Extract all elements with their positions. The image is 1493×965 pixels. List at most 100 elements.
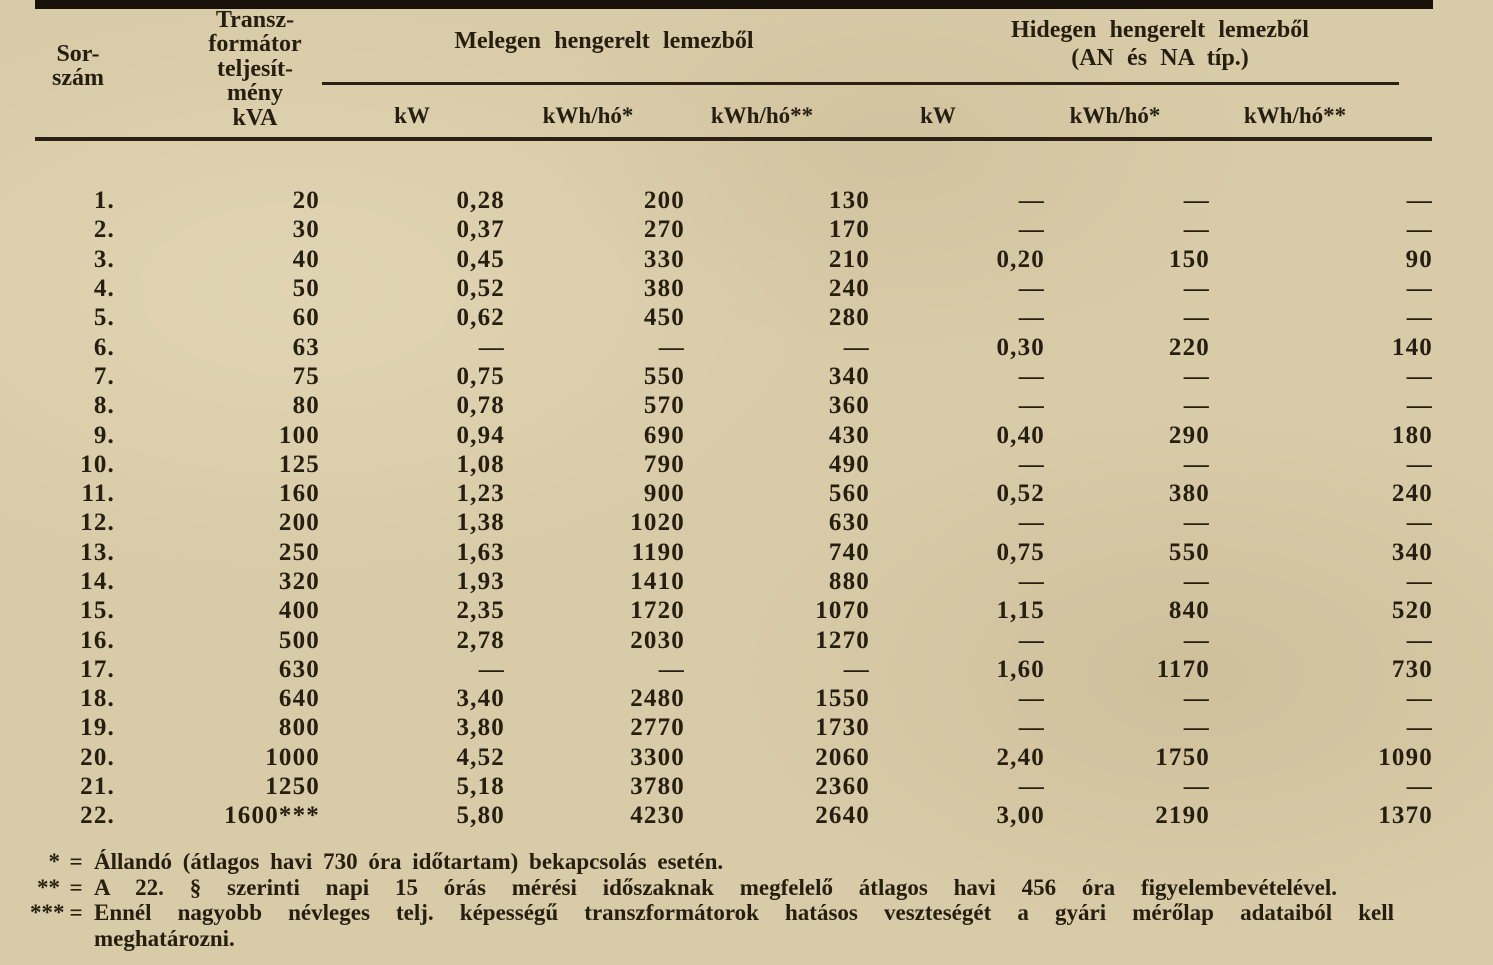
header-bottom-rule <box>35 137 1432 141</box>
table-cell: 1000 <box>265 743 320 771</box>
table-cell: 180 <box>1391 421 1433 449</box>
table-row: 14. 320 1,93 1410 880 — — — <box>35 567 1433 596</box>
table-cell: 40 <box>292 245 320 273</box>
table-cell: 16. <box>80 626 115 654</box>
table-cell: — <box>1183 714 1210 742</box>
table-cell: 0,28 <box>456 187 505 215</box>
table-row: 22. 1600*** 5,80 4230 2640 3,00 2190 1370 <box>35 801 1433 830</box>
col-header-kw-hot: kW <box>394 103 430 128</box>
table-row: 4. 50 0,52 380 240 — — — <box>35 274 1433 303</box>
table-cell: 1,23 <box>456 480 505 508</box>
table-cell: 900 <box>643 480 685 508</box>
table-cell: 560 <box>828 480 870 508</box>
table-cell: — <box>1018 685 1045 713</box>
table-cell: 400 <box>278 597 320 625</box>
table-cell: 50 <box>292 275 320 303</box>
footnote-3-text-continued: meghatározni. <box>94 925 235 951</box>
table-cell: 340 <box>1391 538 1433 566</box>
table-cell: 570 <box>643 392 685 420</box>
table-cell: — <box>1406 626 1433 654</box>
table-cell: — <box>1406 509 1433 537</box>
header-group-underline <box>322 82 1399 85</box>
column-header-serial: Sor- szám <box>52 41 104 91</box>
table-cell: 100 <box>278 421 320 449</box>
table-cell: 1,93 <box>456 568 505 595</box>
table-cell: 0,94 <box>456 421 505 449</box>
table-cell: — <box>1406 685 1433 713</box>
table-cell: 3. <box>93 245 115 273</box>
table-cell: 0,75 <box>996 538 1045 566</box>
column-header-transformer-power: Transz- formátor teljesít- mény kVA <box>208 7 302 131</box>
table-cell: — <box>1406 275 1433 303</box>
table-row: 1. 20 0,28 200 130 — — — <box>35 186 1433 215</box>
footnote-3-equals: = <box>69 900 83 926</box>
table-cell: 30 <box>292 216 320 244</box>
table-cell: 0,30 <box>996 333 1045 361</box>
table-row: 9. 100 0,94 690 430 0,40 290 180 <box>35 420 1433 449</box>
table-cell: 550 <box>643 362 685 390</box>
table-cell: 1600*** <box>224 802 320 830</box>
table-cell: 640 <box>278 685 320 713</box>
table-cell: — <box>1406 714 1433 742</box>
table-cell: 3,40 <box>456 685 505 713</box>
table-cell: 18. <box>80 685 115 713</box>
table-cell: 22. <box>80 802 115 830</box>
footnote-2: ** = A 22. § szerinti napi 15 órás mérés… <box>30 875 1460 901</box>
table-row: 8. 80 0,78 570 360 — — — <box>35 391 1433 420</box>
table-cell: 130 <box>828 187 870 215</box>
footnote-1-equals: = <box>69 849 83 874</box>
table-cell: 13. <box>80 538 115 566</box>
table-cell: 360 <box>828 392 870 420</box>
footnote-1: * = Állandó (átlagos havi 730 óra időtar… <box>30 849 1460 875</box>
table-cell: 2. <box>93 216 115 244</box>
table-cell: 1,38 <box>456 509 505 537</box>
table-cell: 210 <box>828 245 870 273</box>
table-row: 21. 1250 5,18 3780 2360 — — — <box>35 772 1433 801</box>
table-cell: 0,45 <box>456 245 505 273</box>
table-cell: 1. <box>93 187 115 215</box>
table-cell: — <box>1018 568 1045 595</box>
table-cell: 740 <box>828 538 870 566</box>
table-cell: 240 <box>1391 480 1433 508</box>
table-cell: 880 <box>828 568 870 595</box>
table-top-rule <box>35 0 1433 9</box>
table-cell: 4. <box>93 275 115 303</box>
table-cell: 0,20 <box>996 245 1045 273</box>
table-cell: — <box>1018 450 1045 478</box>
footnote-2-marker: ** <box>37 874 60 900</box>
table-cell: 125 <box>278 450 320 478</box>
table-cell: 490 <box>828 450 870 478</box>
table-cell: 1550 <box>815 685 870 713</box>
footnote-2-text: A 22. § szerinti napi 15 órás mérési idő… <box>94 874 1337 900</box>
table-cell: 2030 <box>630 626 685 654</box>
table-cell: 1020 <box>630 509 685 537</box>
footnote-3-text: Ennél nagyobb névleges telj. képességű t… <box>94 900 1394 926</box>
table-cell: 5,80 <box>456 802 505 830</box>
table-cell: 3,80 <box>456 714 505 742</box>
footnote-1-marker: * <box>48 849 61 874</box>
table-cell: 80 <box>292 392 320 420</box>
table-row: 13. 250 1,63 1190 740 0,75 550 340 <box>35 538 1433 567</box>
table-cell: — <box>1406 304 1433 332</box>
table-cell: 0,40 <box>996 421 1045 449</box>
table-cell: — <box>658 655 685 683</box>
footnote-blank-equals <box>60 926 92 952</box>
table-cell: 14. <box>80 568 115 595</box>
table-cell: 2360 <box>815 773 870 801</box>
table-cell: 630 <box>278 655 320 683</box>
table-cell: — <box>1018 626 1045 654</box>
table-cell: 3,00 <box>996 802 1045 830</box>
table-cell: 1410 <box>630 568 685 595</box>
table-cell: 9. <box>93 421 115 449</box>
table-cell: 5,18 <box>456 773 505 801</box>
table-cell: 1,63 <box>456 538 505 566</box>
table-cell: — <box>1183 304 1210 332</box>
table-cell: 21. <box>80 773 115 801</box>
table-cell: 2190 <box>1155 802 1210 830</box>
table-cell: 0,75 <box>456 362 505 390</box>
table-cell: 0,37 <box>456 216 505 244</box>
table-cell: 1,15 <box>996 597 1045 625</box>
table-row: 20. 1000 4,52 3300 2060 2,40 1750 1090 <box>35 743 1433 772</box>
table-cell: 1370 <box>1378 802 1433 830</box>
table-cell: 2,78 <box>456 626 505 654</box>
